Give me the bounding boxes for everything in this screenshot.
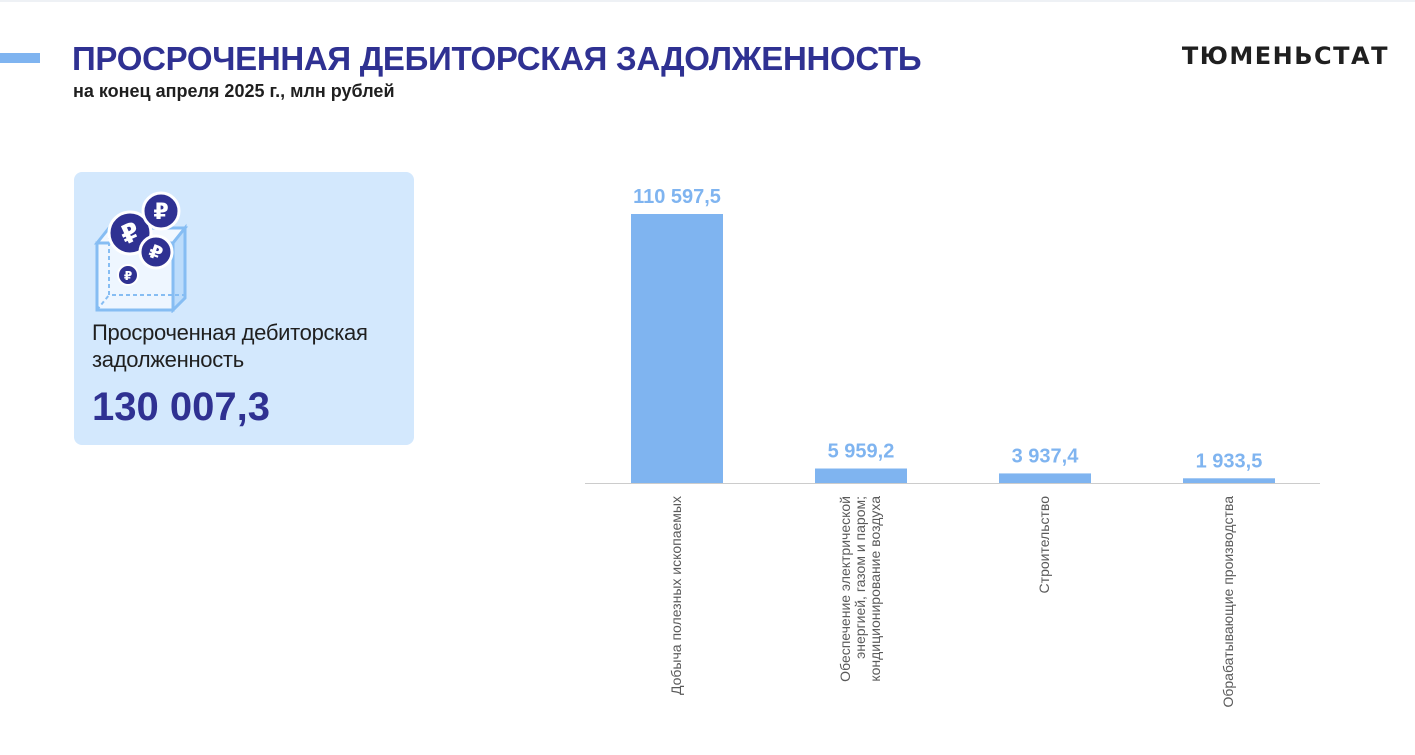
bar-3	[999, 473, 1091, 483]
data-label-2: 5 959,2	[828, 441, 895, 463]
kpi-card: ₽ ₽ ₽ ₽ Просроченная дебиторская задолже…	[74, 172, 414, 445]
bar-4	[1183, 478, 1275, 483]
bar-1	[631, 214, 723, 483]
svg-text:₽: ₽	[124, 269, 132, 283]
category-label-3: Строительство	[1036, 496, 1052, 594]
accent-bar	[0, 53, 40, 63]
data-label-3: 3 937,4	[1012, 445, 1080, 467]
data-label-4: 1 933,5	[1196, 450, 1263, 472]
ruble-coins-box-icon: ₽ ₽ ₽ ₽	[93, 191, 189, 313]
logo: ТЮМЕНЬСТАТ	[1181, 42, 1389, 70]
page-subtitle: на конец апреля 2025 г., млн рублей	[73, 81, 395, 101]
category-label-4: Обрабатывающие производства	[1220, 496, 1236, 708]
page-title: ПРОСРОЧЕННАЯ ДЕБИТОРСКАЯ ЗАДОЛЖЕННОСТЬ	[72, 40, 922, 77]
data-label-1: 110 597,5	[633, 186, 721, 208]
kpi-value: 130 007,3	[92, 385, 270, 429]
top-divider	[0, 0, 1415, 2]
category-label-2: Обеспечение электрическойэнергией, газом…	[837, 496, 883, 682]
kpi-label: Просроченная дебиторская задолженность	[92, 320, 368, 372]
category-label-1: Добыча полезных ископаемых	[668, 496, 684, 695]
bar-2	[815, 468, 907, 483]
svg-text:₽: ₽	[153, 200, 168, 225]
